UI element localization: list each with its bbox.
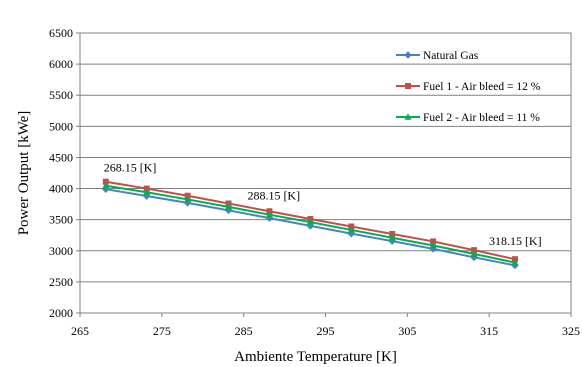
data-point: [511, 258, 519, 266]
y-tick-label: 5500: [49, 88, 73, 102]
data-point: [347, 226, 355, 233]
x-tick-label: 285: [235, 324, 253, 338]
data-point: [265, 210, 273, 218]
y-tick-label: 2000: [49, 306, 73, 320]
data-point: [225, 203, 233, 210]
y-tick-label: 3500: [49, 213, 73, 227]
annotations: 268.15 [K] 288.15 [K] 318.15 [K]: [104, 161, 542, 248]
data-point: [306, 218, 314, 225]
data-point: [347, 229, 356, 238]
data-point: [430, 238, 437, 245]
data-point: [388, 233, 396, 241]
x-tick-label: 295: [317, 324, 335, 338]
legend-item: Fuel 2 - Air bleed = 11 %: [396, 112, 540, 124]
y-tick-label: 6000: [49, 57, 73, 71]
y-tick-label: 3000: [49, 244, 73, 258]
x-tick-label: 275: [153, 324, 171, 338]
x-axis-ticks: 265 275 285 295 305 315 325: [71, 313, 580, 338]
x-tick-label: 325: [562, 324, 580, 338]
y-tick-label: 4500: [49, 150, 73, 164]
annotation-label: 288.15 [K]: [247, 188, 300, 202]
series-3: [102, 181, 519, 266]
data-point: [102, 181, 110, 189]
data-point: [404, 51, 412, 59]
y-tick-label: 6500: [49, 26, 73, 40]
x-axis-title: Ambiente Temperature [K]: [234, 349, 397, 365]
y-tick-label: 5000: [49, 119, 73, 133]
y-tick-label: 2500: [49, 275, 73, 289]
legend-label: Fuel 1 - Air bleed = 12 %: [423, 81, 541, 93]
data-point: [470, 250, 478, 257]
annotation-label: 268.15 [K]: [104, 161, 157, 175]
data-point: [429, 241, 437, 249]
legend-label: Fuel 2 - Air bleed = 11 %: [423, 112, 540, 124]
x-tick-label: 315: [480, 324, 498, 338]
y-tick-label: 4000: [49, 182, 73, 196]
data-series: [101, 178, 519, 270]
data-point: [143, 188, 151, 196]
data-point: [184, 195, 192, 203]
series-1: [101, 185, 519, 270]
data-point: [102, 178, 109, 185]
data-point: [101, 185, 110, 193]
legend-item: Fuel 1 - Air bleed = 12 %: [396, 81, 541, 93]
x-tick-label: 305: [398, 324, 416, 338]
annotation-label: 318.15 [K]: [489, 234, 542, 248]
y-axis-title: Power Output [kWe]: [16, 111, 32, 236]
data-point: [404, 113, 412, 120]
data-point: [429, 245, 437, 253]
legend: Natural Gas Fuel 1 - Air bleed = 12 % Fuel…: [396, 50, 541, 124]
y-axis-ticks: 2000 2500 3000 3500 4000 4500 5000 5500 6000 6500: [49, 26, 80, 320]
data-point: [405, 83, 411, 89]
legend-item: Natural Gas: [396, 50, 479, 62]
x-tick-label: 265: [71, 324, 89, 338]
legend-label: Natural Gas: [423, 50, 479, 62]
data-point: [142, 192, 151, 200]
